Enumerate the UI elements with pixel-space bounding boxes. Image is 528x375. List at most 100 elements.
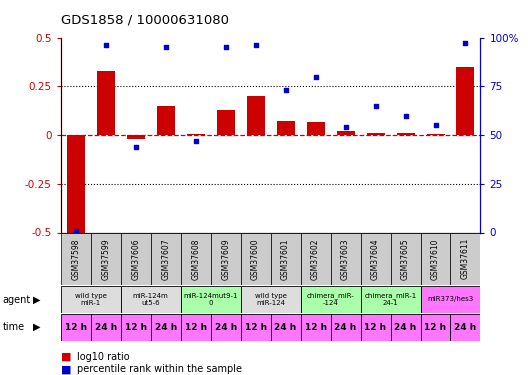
Bar bbox=[300, 232, 331, 285]
Bar bbox=[211, 314, 241, 340]
Point bbox=[312, 74, 320, 80]
Text: GSM37610: GSM37610 bbox=[431, 238, 440, 279]
Text: 12 h: 12 h bbox=[425, 322, 447, 332]
Text: 24 h: 24 h bbox=[455, 322, 477, 332]
Bar bbox=[157, 106, 175, 135]
Text: miR-124m
ut5-6: miR-124m ut5-6 bbox=[133, 292, 168, 306]
Bar bbox=[241, 314, 271, 340]
Bar bbox=[271, 232, 300, 285]
Point bbox=[341, 124, 350, 130]
Text: GSM37605: GSM37605 bbox=[401, 238, 410, 280]
Text: 24 h: 24 h bbox=[275, 322, 297, 332]
Text: GSM37599: GSM37599 bbox=[101, 238, 110, 280]
Text: 12 h: 12 h bbox=[305, 322, 327, 332]
Point bbox=[461, 40, 470, 46]
Text: percentile rank within the sample: percentile rank within the sample bbox=[77, 364, 242, 374]
Bar bbox=[277, 122, 295, 135]
Point bbox=[221, 44, 230, 50]
Text: chimera_miR-1
24-1: chimera_miR-1 24-1 bbox=[364, 292, 417, 306]
Point bbox=[431, 122, 440, 128]
Point bbox=[401, 112, 410, 118]
Text: time: time bbox=[3, 322, 25, 332]
Text: GSM37609: GSM37609 bbox=[221, 238, 230, 280]
Point bbox=[162, 44, 170, 50]
Text: 12 h: 12 h bbox=[125, 322, 147, 332]
Bar bbox=[211, 232, 241, 285]
Bar bbox=[420, 286, 480, 313]
Bar bbox=[331, 232, 361, 285]
Bar bbox=[271, 314, 300, 340]
Text: log10 ratio: log10 ratio bbox=[77, 352, 129, 362]
Text: chimera_miR-
-124: chimera_miR- -124 bbox=[307, 292, 354, 306]
Text: GSM37600: GSM37600 bbox=[251, 238, 260, 280]
Bar bbox=[427, 134, 445, 135]
Bar bbox=[150, 232, 181, 285]
Bar bbox=[150, 314, 181, 340]
Text: ■: ■ bbox=[61, 364, 71, 374]
Bar bbox=[187, 134, 205, 135]
Bar bbox=[247, 96, 265, 135]
Text: GSM37606: GSM37606 bbox=[131, 238, 140, 280]
Point bbox=[192, 138, 200, 144]
Bar bbox=[241, 286, 300, 313]
Bar bbox=[420, 232, 450, 285]
Point bbox=[101, 42, 110, 48]
Text: wild type
miR-1: wild type miR-1 bbox=[75, 292, 107, 306]
Bar bbox=[391, 314, 420, 340]
Text: 24 h: 24 h bbox=[214, 322, 237, 332]
Point bbox=[371, 103, 380, 109]
Bar bbox=[457, 67, 475, 135]
Bar bbox=[181, 232, 211, 285]
Bar bbox=[397, 133, 414, 135]
Text: 12 h: 12 h bbox=[244, 322, 267, 332]
Bar bbox=[67, 135, 84, 232]
Bar bbox=[300, 286, 361, 313]
Point bbox=[281, 87, 290, 93]
Bar bbox=[97, 70, 115, 135]
Text: 12 h: 12 h bbox=[64, 322, 87, 332]
Bar bbox=[121, 286, 181, 313]
Text: ▶: ▶ bbox=[33, 295, 40, 305]
Text: miR373/hes3: miR373/hes3 bbox=[427, 296, 474, 302]
Bar bbox=[450, 314, 480, 340]
Text: 24 h: 24 h bbox=[334, 322, 357, 332]
Bar bbox=[61, 286, 121, 313]
Text: ▶: ▶ bbox=[33, 322, 40, 332]
Text: GSM37598: GSM37598 bbox=[71, 238, 80, 279]
Bar bbox=[420, 314, 450, 340]
Bar bbox=[181, 314, 211, 340]
Text: GSM37602: GSM37602 bbox=[311, 238, 320, 279]
Text: 12 h: 12 h bbox=[185, 322, 206, 332]
Point bbox=[251, 42, 260, 48]
Text: GSM37603: GSM37603 bbox=[341, 238, 350, 280]
Bar bbox=[336, 131, 355, 135]
Text: wild type
miR-124: wild type miR-124 bbox=[254, 292, 287, 306]
Text: GDS1858 / 10000631080: GDS1858 / 10000631080 bbox=[61, 13, 229, 26]
Bar bbox=[127, 135, 145, 139]
Bar bbox=[91, 232, 121, 285]
Bar bbox=[331, 314, 361, 340]
Point bbox=[131, 144, 140, 150]
Text: GSM37607: GSM37607 bbox=[161, 238, 170, 280]
Text: 24 h: 24 h bbox=[394, 322, 417, 332]
Bar bbox=[216, 110, 234, 135]
Text: 24 h: 24 h bbox=[155, 322, 177, 332]
Bar bbox=[391, 232, 420, 285]
Text: agent: agent bbox=[3, 295, 31, 305]
Text: GSM37604: GSM37604 bbox=[371, 238, 380, 280]
Bar bbox=[361, 286, 420, 313]
Bar bbox=[181, 286, 241, 313]
Text: GSM37601: GSM37601 bbox=[281, 238, 290, 279]
Bar bbox=[121, 232, 150, 285]
Bar bbox=[450, 232, 480, 285]
Point bbox=[71, 228, 80, 234]
Bar bbox=[241, 232, 271, 285]
Text: GSM37611: GSM37611 bbox=[461, 238, 470, 279]
Bar bbox=[361, 314, 391, 340]
Bar bbox=[300, 314, 331, 340]
Bar bbox=[307, 122, 325, 135]
Bar bbox=[61, 314, 91, 340]
Bar bbox=[121, 314, 150, 340]
Bar bbox=[61, 232, 91, 285]
Text: miR-124mut9-1
0: miR-124mut9-1 0 bbox=[183, 292, 238, 306]
